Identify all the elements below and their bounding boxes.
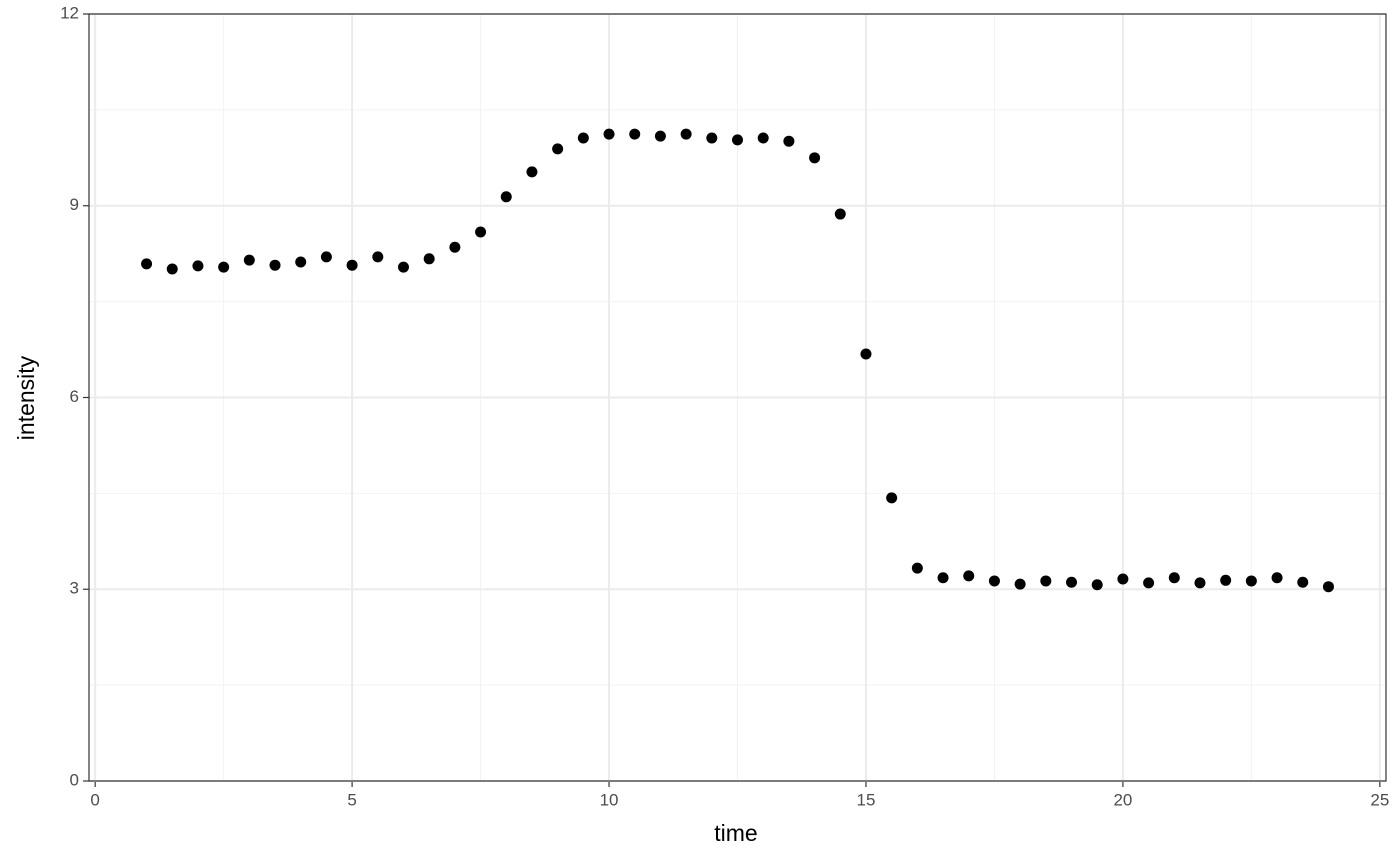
point — [1297, 576, 1309, 588]
point — [1245, 575, 1257, 587]
point — [1091, 579, 1103, 591]
point — [911, 562, 923, 574]
point — [1220, 574, 1232, 586]
point — [988, 575, 1000, 587]
point — [629, 128, 641, 140]
point — [1168, 572, 1180, 584]
point — [1040, 575, 1052, 587]
point — [1066, 576, 1078, 588]
point — [732, 134, 743, 146]
x-tick-label: 25 — [1370, 790, 1389, 809]
point — [500, 191, 512, 203]
y-tick-label: 3 — [70, 579, 79, 598]
x-tick-label: 10 — [600, 790, 619, 809]
point — [886, 492, 898, 504]
point — [1194, 577, 1206, 589]
point — [834, 208, 846, 220]
point — [475, 226, 487, 238]
point — [1117, 573, 1129, 585]
x-tick-label: 0 — [90, 790, 99, 809]
panel-border — [88, 13, 1387, 782]
point — [269, 259, 281, 271]
point — [1322, 581, 1334, 593]
point — [757, 132, 769, 144]
y-axis-title: intensity — [13, 355, 39, 440]
point — [783, 135, 795, 147]
point — [937, 572, 949, 584]
point — [243, 254, 255, 266]
point — [218, 261, 230, 273]
x-tick-label: 5 — [347, 790, 356, 809]
y-tick-label: 6 — [70, 387, 79, 406]
point — [449, 241, 461, 253]
y-tick-label: 0 — [70, 770, 79, 789]
point — [860, 348, 872, 360]
point — [397, 261, 409, 273]
point — [295, 256, 307, 268]
point — [320, 251, 332, 263]
y-tick-label: 12 — [60, 3, 79, 22]
point — [1014, 578, 1026, 590]
point — [552, 143, 564, 155]
point — [346, 259, 358, 271]
point — [141, 258, 153, 270]
point — [706, 132, 718, 144]
point — [603, 128, 615, 140]
point — [526, 166, 538, 178]
point — [423, 253, 435, 265]
y-tick-label: 9 — [70, 195, 79, 214]
point — [963, 570, 975, 582]
point — [809, 152, 821, 164]
point — [1271, 572, 1283, 584]
point — [166, 263, 178, 275]
x-tick-label: 20 — [1113, 790, 1132, 809]
point — [192, 260, 204, 272]
point — [1143, 577, 1155, 589]
point — [680, 128, 692, 140]
point — [577, 132, 589, 144]
point — [654, 130, 666, 142]
x-axis-title: time — [714, 820, 757, 846]
point — [372, 251, 384, 263]
x-tick-label: 15 — [857, 790, 876, 809]
